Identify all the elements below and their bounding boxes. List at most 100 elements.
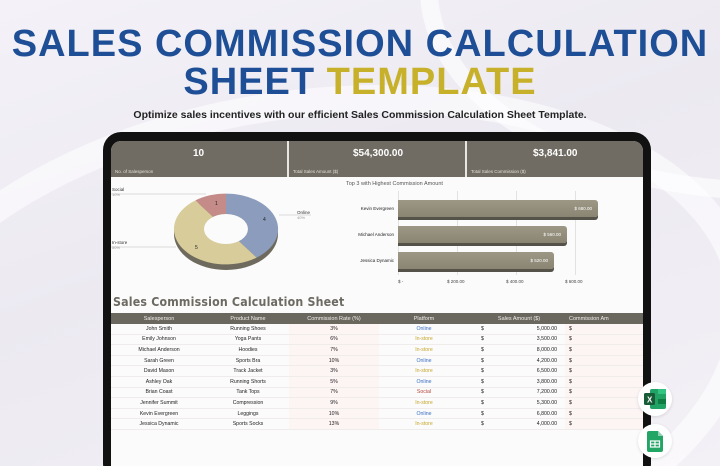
cell-commission-amount[interactable]: $	[565, 334, 643, 345]
cell-salesperson[interactable]: Sarah Green	[144, 357, 174, 364]
rate-value: 10%	[328, 357, 340, 364]
cell-product[interactable]: Compression	[232, 399, 264, 406]
cell-platform[interactable]: Online	[416, 378, 432, 385]
cell-sales-amount[interactable]: $5,000.00	[469, 326, 565, 332]
cell-salesperson[interactable]: Emily Johnson	[142, 336, 176, 343]
rate-value: 9%	[330, 399, 338, 406]
cell-sales-amount[interactable]: $5,300.00	[469, 400, 565, 406]
cell-commission-rate[interactable]: 6%	[289, 334, 379, 345]
cell-commission-rate[interactable]: 10%	[289, 408, 379, 419]
currency-symbol: $	[481, 410, 484, 417]
cell-commission-amount[interactable]: $	[565, 366, 643, 376]
cell-sales-amount[interactable]: $8,000.00	[469, 347, 565, 353]
axis-tick: $ 400.00	[506, 279, 524, 284]
top3-commission-bar-chart: Top 3 with Highest Commission Amount Kev…	[316, 179, 636, 294]
cell-salesperson[interactable]: John Smith	[146, 325, 172, 332]
cell-commission-amount[interactable]: $	[565, 398, 643, 408]
cell-commission-rate[interactable]: 13%	[289, 419, 379, 429]
kpi-value: $3,841.00	[533, 148, 578, 159]
excel-app-icon[interactable]: X	[638, 382, 672, 416]
currency-symbol: $	[569, 378, 572, 385]
kpi-band: 10 No. of Salesperson $54,300.00 Total S…	[111, 141, 643, 177]
cell-commission-rate[interactable]: 3%	[289, 324, 379, 334]
rate-value: 10%	[328, 410, 340, 417]
svg-text:1: 1	[215, 201, 218, 207]
cell-sales-amount[interactable]: $3,800.00	[469, 379, 565, 385]
col-platform[interactable]: Platform	[413, 315, 435, 322]
currency-symbol: $	[569, 410, 572, 417]
cell-product[interactable]: Hoodies	[238, 346, 258, 353]
title-word-template: TEMPLATE	[326, 61, 537, 103]
cell-platform[interactable]: Online	[416, 325, 432, 332]
cell-salesperson[interactable]: Kevin Evergreen	[139, 410, 179, 417]
cell-salesperson[interactable]: Brian Coast	[145, 389, 173, 396]
cell-sales-amount[interactable]: $6,800.00	[469, 411, 565, 417]
cell-platform[interactable]: Online	[416, 357, 432, 364]
rate-value: 7%	[330, 346, 338, 353]
cell-platform[interactable]: In-store	[415, 399, 433, 406]
currency-symbol: $	[569, 399, 572, 406]
table-row[interactable]: Emily Johnson Yoga Pants 6% In-store $3,500.…	[111, 334, 643, 346]
cell-product[interactable]: Running Shoes	[230, 325, 266, 332]
cell-product[interactable]: Tank Tops	[236, 389, 260, 396]
cell-commission-amount[interactable]: $	[565, 355, 643, 366]
col-commission-rate[interactable]: Commission Rate (%)	[307, 315, 361, 322]
cell-product[interactable]: Track Jacket	[233, 368, 263, 375]
table-row[interactable]: Sarah Green Sports Bra 10% Online $4,200.00 $	[111, 355, 643, 367]
rate-value: 6%	[330, 336, 338, 343]
cell-sales-amount[interactable]: $4,000.00	[469, 421, 565, 427]
cell-platform[interactable]: In-store	[415, 336, 433, 343]
cell-platform[interactable]: Social	[416, 389, 432, 396]
col-sales-amount[interactable]: Sales Amount ($)	[497, 315, 541, 322]
cell-product[interactable]: Yoga Pants	[234, 336, 262, 343]
cell-sales-amount[interactable]: $7,200.00	[469, 389, 565, 395]
cell-sales-amount[interactable]: $4,200.00	[469, 358, 565, 364]
cell-commission-amount[interactable]: $	[565, 376, 643, 387]
table-row[interactable]: Jessica Dynamic Sports Socks 13% In-store $4…	[111, 419, 643, 430]
cell-commission-amount[interactable]: $	[565, 345, 643, 355]
cell-platform[interactable]: In-store	[415, 421, 433, 428]
cell-commission-amount[interactable]: $	[565, 419, 643, 429]
cell-commission-rate[interactable]: 10%	[289, 355, 379, 366]
currency-symbol: $	[481, 421, 484, 428]
cell-commission-amount[interactable]: $	[565, 387, 643, 398]
table-row[interactable]: Kevin Evergreen Leggings 10% Online $6,800.0…	[111, 408, 643, 420]
cell-platform[interactable]: In-store	[415, 346, 433, 353]
col-salesperson[interactable]: Salesperson	[143, 315, 175, 322]
cell-commission-rate[interactable]: 3%	[289, 366, 379, 376]
kpi-total-commission: $3,841.00 Total Sales Commission ($)	[467, 141, 643, 177]
col-commission-amount[interactable]: Commission Am	[569, 315, 609, 322]
kpi-value: $54,300.00	[353, 148, 404, 159]
table-row[interactable]: Ashley Oak Running Shorts 5% Online $3,800.0…	[111, 376, 643, 388]
cell-salesperson[interactable]: David Mason	[143, 368, 175, 375]
cell-salesperson[interactable]: Jessica Dynamic	[139, 421, 179, 428]
google-sheets-app-icon[interactable]	[638, 424, 672, 458]
cell-sales-amount[interactable]: $6,500.00	[469, 368, 565, 374]
cell-product[interactable]: Leggings	[237, 410, 259, 417]
cell-platform[interactable]: Online	[416, 410, 432, 417]
cell-product[interactable]: Running Shorts	[230, 378, 266, 385]
cell-commission-amount[interactable]: $	[565, 324, 643, 334]
table-row[interactable]: Brian Coast Tank Tops 7% Social $7,200.00 $	[111, 387, 643, 399]
cell-commission-rate[interactable]: 5%	[289, 376, 379, 387]
cell-salesperson[interactable]: Jennifer Summit	[140, 399, 178, 406]
cell-salesperson[interactable]: Michael Anderson	[138, 346, 180, 353]
cell-platform[interactable]: In-store	[415, 368, 433, 375]
col-product[interactable]: Product Name	[230, 315, 266, 322]
amount-value: 4,000.00	[536, 421, 557, 428]
rate-value: 3%	[330, 368, 338, 375]
table-row[interactable]: David Mason Track Jacket 3% In-store $6,500.…	[111, 366, 643, 377]
cell-commission-rate[interactable]: 9%	[289, 398, 379, 408]
cell-product[interactable]: Sports Bra	[235, 357, 261, 364]
table-row[interactable]: John Smith Running Shoes 3% Online $5,000.00…	[111, 324, 643, 335]
table-row[interactable]: Jennifer Summit Compression 9% In-store $5,3…	[111, 398, 643, 409]
cell-commission-amount[interactable]: $	[565, 408, 643, 419]
cell-sales-amount[interactable]: $3,500.00	[469, 336, 565, 342]
cell-product[interactable]: Sports Socks	[232, 421, 264, 428]
cell-commission-rate[interactable]: 7%	[289, 345, 379, 355]
cell-salesperson[interactable]: Ashley Oak	[145, 378, 173, 385]
axis-tick: $ 200.00	[447, 279, 465, 284]
cell-commission-rate[interactable]: 7%	[289, 387, 379, 398]
table-row[interactable]: Michael Anderson Hoodies 7% In-store $8,000.…	[111, 345, 643, 356]
table-body: John Smith Running Shoes 3% Online $5,000.00…	[111, 324, 643, 430]
